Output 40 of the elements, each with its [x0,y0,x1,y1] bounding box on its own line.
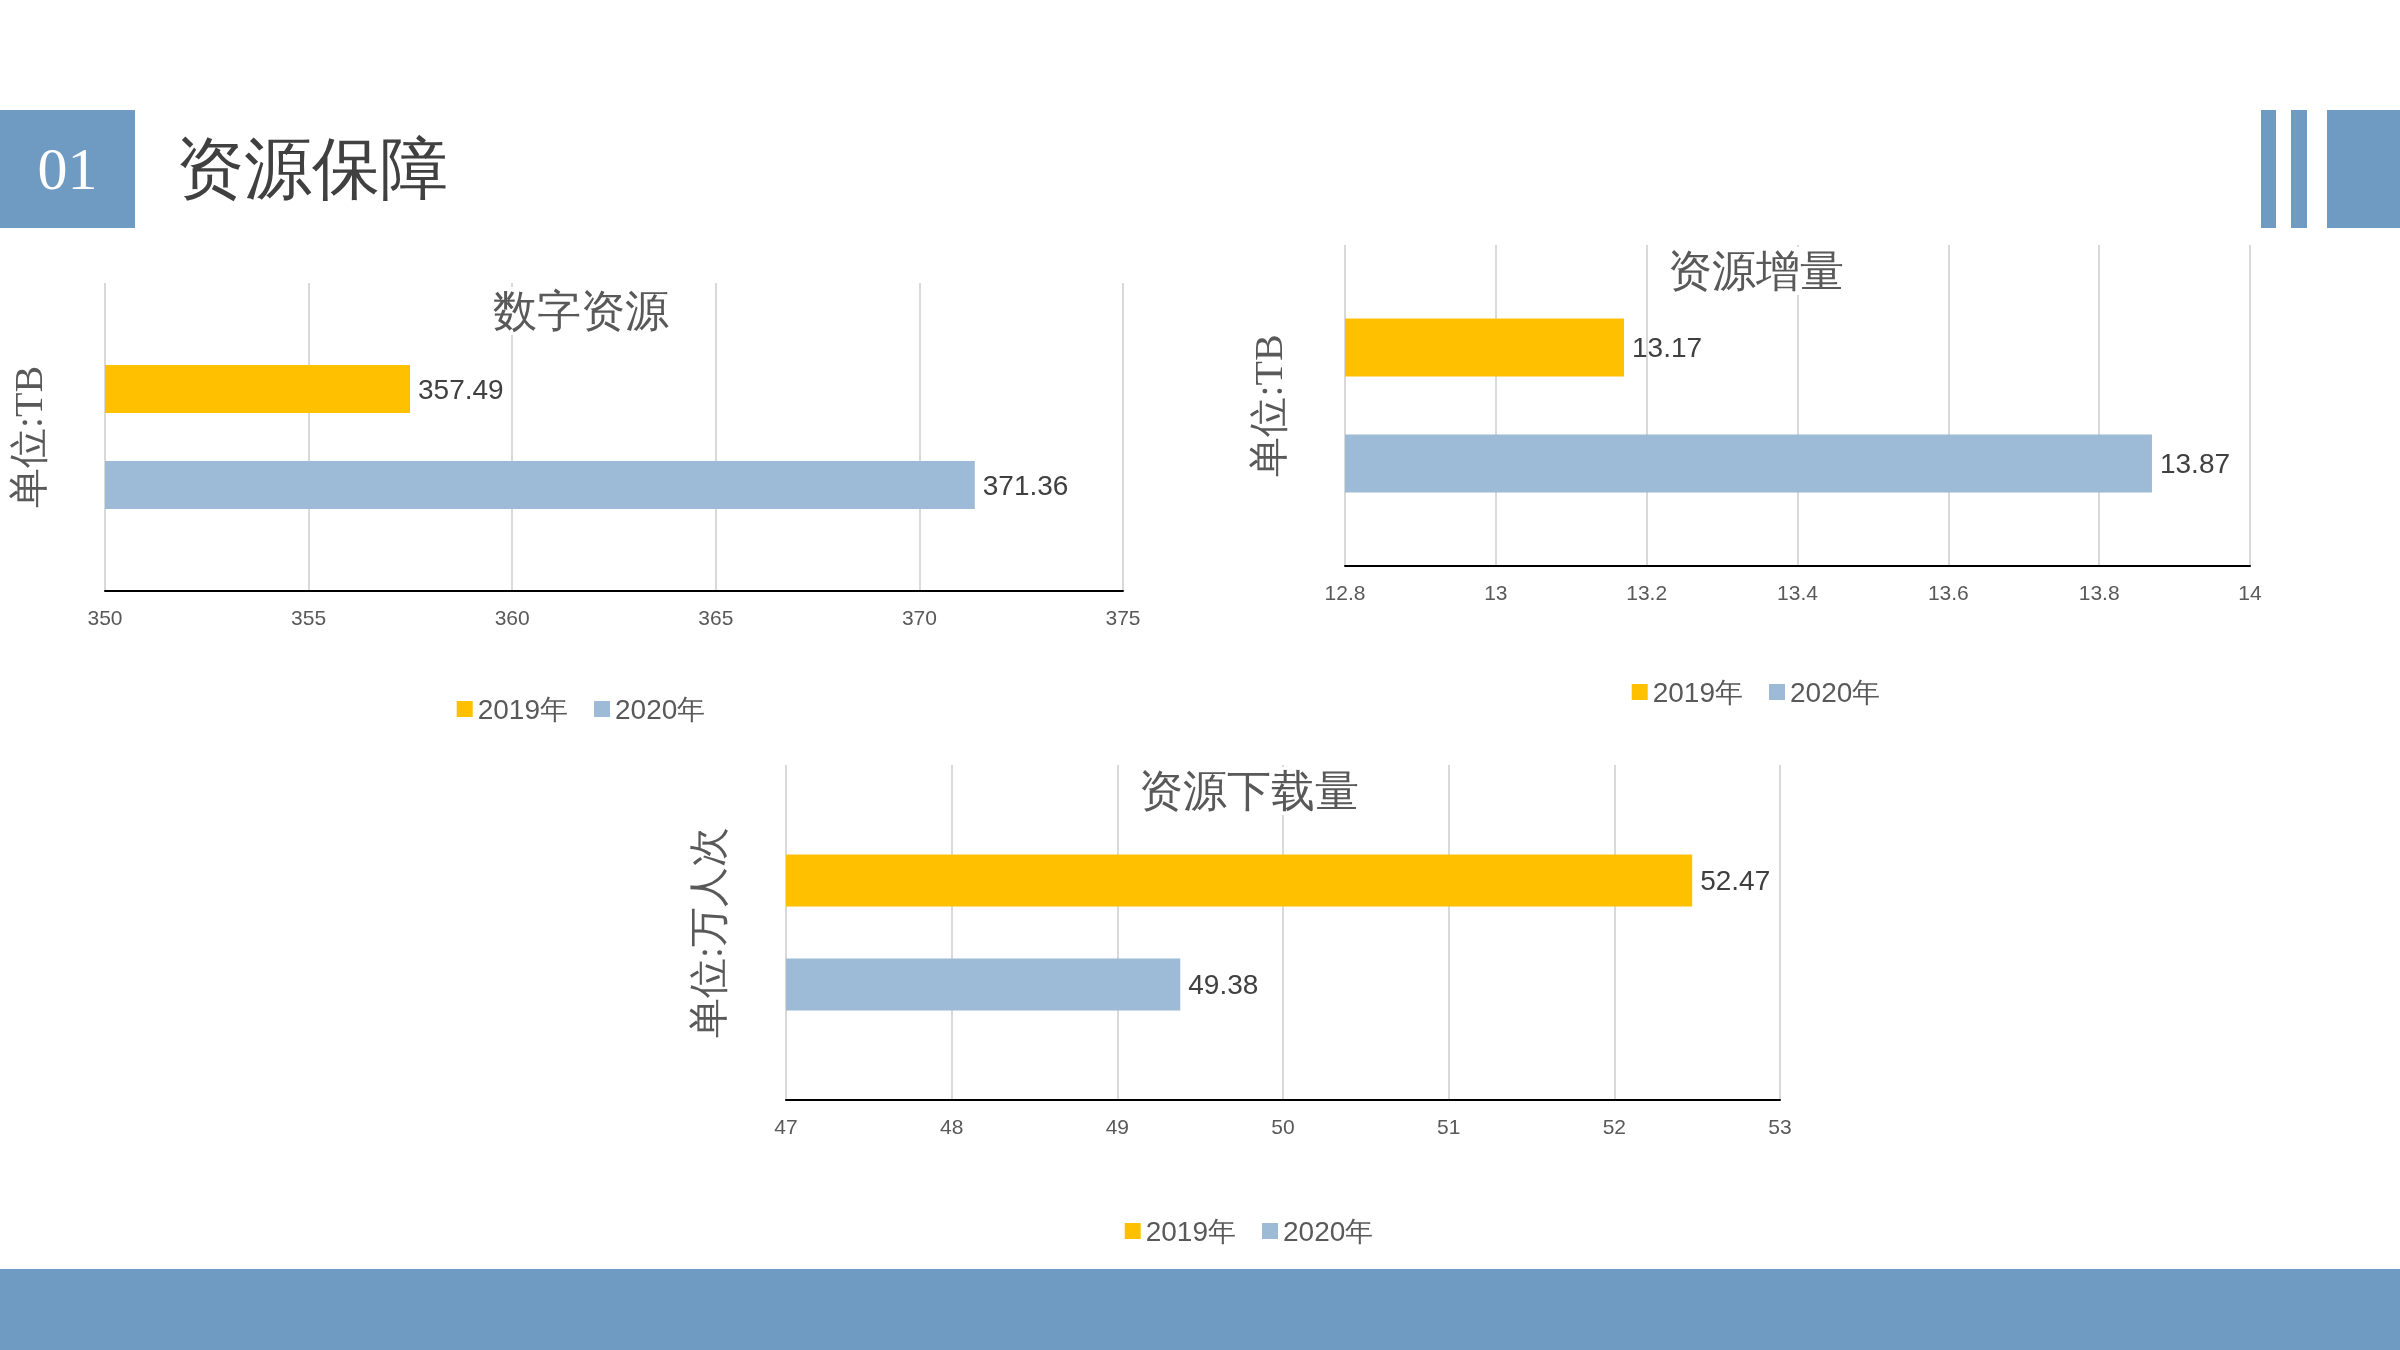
text: 资源保障 [176,131,448,207]
x-tick-label: 47 [774,1115,798,1138]
y-axis-title: 单位:万人次 [685,826,731,1039]
x-tick-label: 360 [494,606,530,629]
x-tick-label: 13.2 [1626,581,1668,604]
x-tick-label: 13 [1484,581,1508,604]
legend-label: 2020年 [615,693,706,725]
y-axis-title: 单位:TB [5,365,51,509]
x-tick-label: 13.6 [1927,581,1969,604]
data-label: 49.38 [1188,969,1259,1000]
x-tick-label: 50 [1271,1115,1295,1138]
x-tick-label: 53 [1768,1115,1792,1138]
x-tick-label: 49 [1105,1115,1130,1138]
chart-title: 数字资源 [493,286,669,336]
data-label: 371.36 [982,469,1069,501]
x-tick-label: 13.4 [1777,581,1819,604]
x-tick-label: 350 [87,606,123,629]
x-tick-label: 12.8 [1324,581,1366,604]
chart-title: 资源增量 [1668,246,1844,296]
section-badge: 01 [0,110,135,228]
x-tick-label: 52 [1602,1115,1627,1138]
data-label: 13.87 [2159,448,2231,479]
x-tick-label: 51 [1436,1115,1461,1138]
data-label: 52.47 [1700,865,1771,896]
legend-label: 2020年 [1790,676,1881,708]
x-tick-label: 375 [1105,606,1141,629]
x-tick-label: 13.8 [2078,581,2120,604]
data-label: 13.17 [1632,332,1703,363]
legend-label: 2020年 [1283,1215,1374,1247]
legend-label: 2019年 [477,693,569,725]
x-tick-label: 14 [2238,581,2262,604]
legend-label: 2019年 [1145,1215,1237,1247]
x-tick-label: 370 [901,606,937,629]
y-axis-title: 单位:TB [1245,334,1291,477]
x-tick-label: 355 [291,606,327,629]
legend-label: 2019年 [1652,676,1744,708]
x-tick-label: 365 [698,606,734,629]
chart-title: 资源下载量 [1139,766,1359,816]
data-label: 357.49 [417,373,504,405]
x-tick-label: 48 [939,1115,964,1138]
